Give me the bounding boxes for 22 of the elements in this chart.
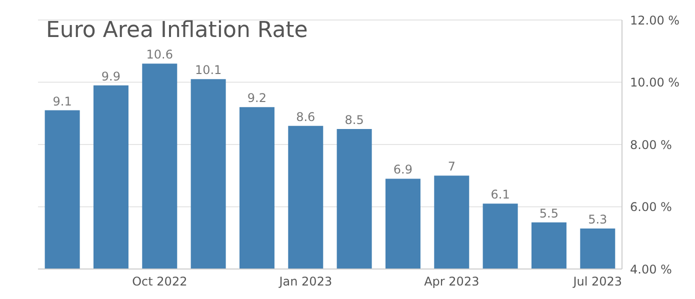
data-label: 8.6 bbox=[296, 110, 316, 124]
data-label: 10.1 bbox=[194, 63, 222, 78]
x-tick-label: Apr 2023 bbox=[424, 274, 480, 289]
data-label: 6.1 bbox=[490, 188, 510, 202]
data-label: 9.9 bbox=[101, 69, 121, 84]
y-tick-label: 6.00 % bbox=[630, 200, 672, 214]
x-tick-label: Oct 2022 bbox=[132, 274, 188, 289]
data-label: 6.9 bbox=[393, 162, 413, 177]
y-tick-label: 10.00 % bbox=[630, 76, 680, 90]
x-tick-label: Jul 2023 bbox=[572, 274, 622, 289]
data-label: 5.5 bbox=[539, 206, 559, 220]
data-label: 8.5 bbox=[344, 112, 364, 127]
data-label: 9.1 bbox=[52, 94, 72, 108]
x-tick-label: Jan 2023 bbox=[278, 274, 332, 289]
data-label: 5.3 bbox=[588, 212, 608, 227]
y-tick-label: 12.00 % bbox=[630, 13, 680, 28]
y-tick-label: 4.00 % bbox=[630, 262, 672, 276]
data-label: 10.6 bbox=[146, 48, 174, 62]
y-tick-label: 8.00 % bbox=[630, 138, 672, 152]
data-label: 9.2 bbox=[247, 91, 267, 106]
chart-title: Euro Area Inflation Rate bbox=[46, 18, 308, 43]
data-label: 7 bbox=[448, 160, 456, 174]
